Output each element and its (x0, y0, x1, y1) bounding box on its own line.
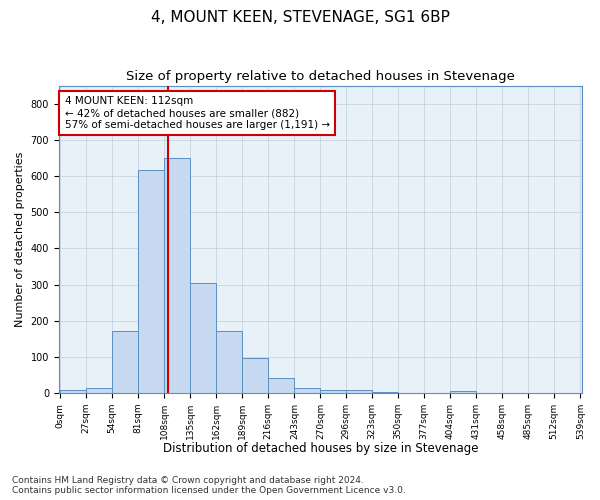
Title: Size of property relative to detached houses in Stevenage: Size of property relative to detached ho… (126, 70, 515, 83)
Bar (320, 390, 347, 393)
Bar (216, 331, 242, 393)
Bar (371, 392, 398, 393)
Bar (450, 392, 476, 393)
Bar (190, 283, 216, 393)
Text: 4 MOUNT KEEN: 112sqm
← 42% of detached houses are smaller (882)
57% of semi-deta: 4 MOUNT KEEN: 112sqm ← 42% of detached h… (65, 96, 329, 130)
Bar (60, 390, 86, 393)
Bar (86, 388, 112, 393)
Bar (112, 331, 138, 393)
Bar (242, 358, 268, 393)
Bar (268, 378, 295, 393)
Bar (295, 388, 320, 393)
Y-axis label: Number of detached properties: Number of detached properties (15, 152, 25, 327)
Text: Contains HM Land Registry data © Crown copyright and database right 2024.
Contai: Contains HM Land Registry data © Crown c… (12, 476, 406, 495)
Text: 4, MOUNT KEEN, STEVENAGE, SG1 6BP: 4, MOUNT KEEN, STEVENAGE, SG1 6BP (151, 10, 449, 25)
Bar (346, 390, 371, 393)
Bar (138, 170, 164, 393)
X-axis label: Distribution of detached houses by size in Stevenage: Distribution of detached houses by size … (163, 442, 478, 455)
Bar (164, 158, 190, 393)
